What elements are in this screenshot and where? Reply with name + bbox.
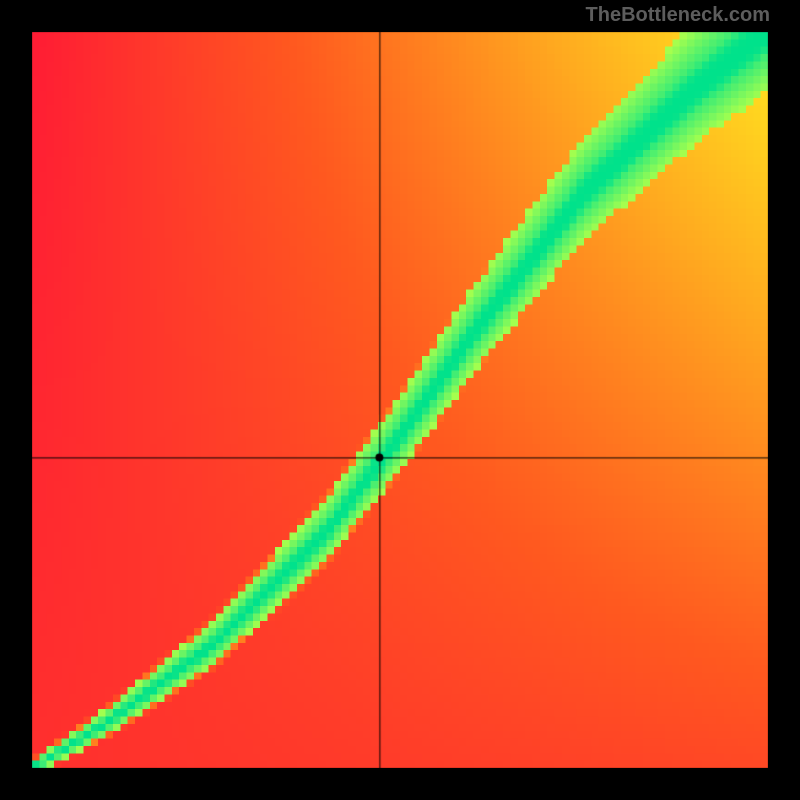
chart-container: TheBottleneck.com — [0, 0, 800, 800]
crosshair-overlay — [0, 0, 800, 800]
